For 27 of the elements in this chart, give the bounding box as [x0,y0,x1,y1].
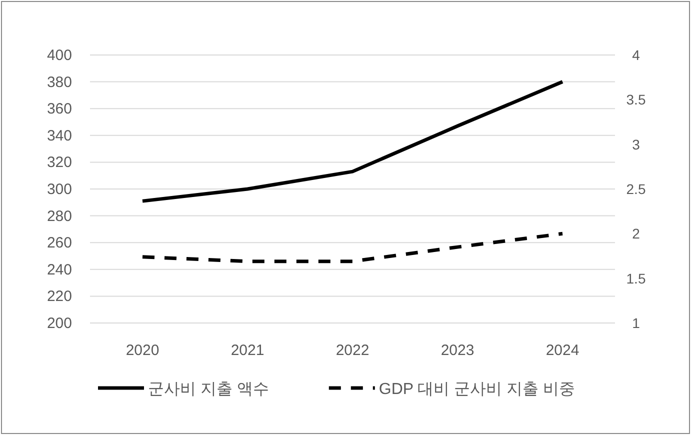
line-series [140,80,564,203]
y-tick-label: 380 [46,74,72,91]
y-tick-label: 400 [46,47,72,64]
y-tick-label: 360 [46,100,72,118]
x-tick-label: 2022 [336,342,370,359]
x-tick-label: 2023 [440,342,474,359]
y2-tick-label: 2.5 [626,181,646,197]
y-tick-label: 340 [46,127,72,144]
y-tick-label: 320 [46,154,72,172]
y-tick-label: 260 [46,234,72,252]
y-tick-label: 280 [46,208,72,225]
y2-tick-label: 3.5 [626,92,646,108]
line-series [140,232,564,264]
x-tick-label: 2020 [126,342,160,359]
y-tick-label: 200 [46,315,72,332]
legend-label: 군사비 지출 액수 [148,381,269,398]
y2-tick-label: 1.5 [626,270,646,286]
y-tick-label: 300 [46,181,72,198]
y-tick-label: 240 [46,261,72,278]
y-tick-label: 220 [46,288,72,306]
y2-tick-label: 1 [632,315,640,331]
y2-tick-label: 4 [632,47,640,63]
y2-tick-label: 2 [632,226,640,242]
legend-label: GDP 대비 군사비 지출 비중 [378,381,576,398]
y2-tick-label: 3 [632,136,640,152]
x-tick-label: 2021 [230,342,264,359]
x-tick-label: 2024 [546,342,580,359]
